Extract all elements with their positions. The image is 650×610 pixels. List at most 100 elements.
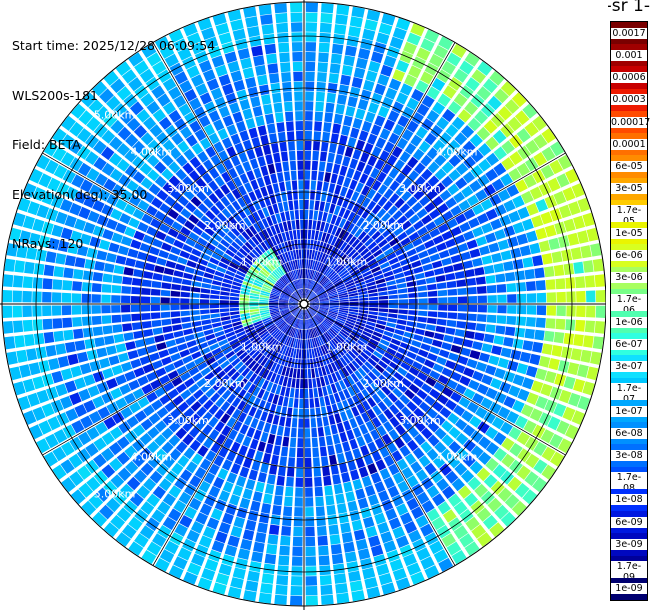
- ray-gate: [177, 140, 190, 153]
- ray-gate: [106, 401, 119, 415]
- ray-gate: [319, 575, 332, 586]
- ray-gate: [388, 343, 399, 351]
- ray-gate: [463, 208, 476, 220]
- ray-gate: [338, 292, 348, 297]
- ray-gate: [399, 394, 411, 405]
- ray-gate: [211, 317, 221, 323]
- ray-gate: [309, 328, 313, 339]
- ray-gate: [231, 408, 242, 420]
- ray-gate: [327, 152, 335, 163]
- ray-gate: [584, 320, 595, 333]
- ray-gate: [327, 363, 334, 374]
- ray-gate: [289, 298, 299, 303]
- ray-gate: [424, 330, 435, 338]
- ray-gate: [279, 265, 286, 274]
- ray-gate: [383, 141, 395, 153]
- ray-gate: [522, 377, 534, 390]
- ray-gate: [171, 462, 184, 476]
- ray-gate: [249, 301, 259, 304]
- colorbar-label: 1.7e-05: [611, 205, 647, 228]
- ray-gate: [189, 97, 202, 111]
- ray-gate: [453, 68, 469, 83]
- ray-gate: [477, 305, 487, 313]
- ray-gate: [300, 219, 304, 229]
- ray-gate: [116, 451, 130, 465]
- ray-gate: [561, 346, 573, 359]
- ray-gate: [52, 279, 63, 290]
- ray-gate: [378, 239, 388, 248]
- ray-gate: [230, 70, 243, 82]
- ray-gate: [480, 103, 495, 118]
- ray-gate: [438, 304, 448, 311]
- ray-gate: [413, 334, 424, 342]
- ray-gate: [277, 202, 284, 213]
- ray-gate: [516, 128, 531, 143]
- ray-gate: [154, 175, 167, 188]
- ray-gate: [288, 304, 299, 307]
- ray-gate: [295, 348, 299, 359]
- ray-gate: [377, 184, 388, 195]
- ray-gate: [381, 356, 391, 365]
- ray-gate: [324, 343, 332, 353]
- ray-gate: [360, 445, 370, 457]
- ray-gate: [77, 431, 92, 446]
- ray-gate: [362, 330, 372, 338]
- ray-gate: [210, 313, 220, 319]
- ray-gate: [93, 453, 107, 468]
- ray-gate: [279, 296, 289, 300]
- ray-gate: [213, 455, 225, 467]
- ray-gate: [291, 32, 303, 42]
- ray-gate: [140, 418, 153, 431]
- ray-gate: [260, 313, 271, 318]
- ray-gate: [304, 140, 312, 151]
- ray-gate: [217, 356, 227, 365]
- ray-gate: [132, 171, 146, 184]
- ray-gate: [53, 330, 64, 342]
- ray-gate: [111, 314, 122, 323]
- ray-gate: [289, 306, 299, 311]
- ray-gate: [388, 304, 399, 309]
- ray-gate: [226, 124, 238, 136]
- ray-gate: [146, 344, 158, 354]
- ray-gate: [379, 468, 391, 480]
- ray-gate: [491, 416, 505, 430]
- ray-gate: [348, 309, 359, 313]
- ray-gate: [141, 383, 153, 395]
- ray-gate: [214, 247, 225, 257]
- ray-gate: [442, 485, 456, 500]
- ray-gate: [294, 308, 301, 317]
- ray-gate: [222, 512, 234, 525]
- ray-gate: [252, 491, 263, 502]
- ray-gate: [329, 534, 341, 545]
- ray-gate: [400, 361, 411, 371]
- ray-gate: [304, 428, 311, 438]
- ray-gate: [304, 249, 307, 259]
- ray-gate: [146, 254, 158, 264]
- ray-gate: [360, 267, 371, 275]
- ray-gate: [81, 92, 97, 108]
- ray-gate: [322, 212, 328, 222]
- ray-gate: [24, 334, 35, 347]
- ray-gate: [234, 223, 244, 234]
- ray-gate: [594, 321, 605, 334]
- ray-gate: [489, 193, 502, 207]
- ray-gate: [36, 154, 51, 170]
- ray-gate: [142, 363, 154, 374]
- ray-gate: [364, 361, 374, 371]
- ray-gate: [295, 280, 299, 290]
- ray-gate: [190, 292, 200, 298]
- ray-gate: [464, 269, 475, 278]
- ray-gate: [326, 269, 334, 278]
- ray-gate: [346, 318, 356, 324]
- ray-gate: [529, 186, 543, 200]
- ray-gate: [203, 197, 214, 209]
- ray-gate: [17, 197, 31, 213]
- ray-gate: [429, 53, 444, 68]
- ray-gate: [156, 342, 167, 351]
- ray-gate: [88, 184, 102, 197]
- ray-gate: [159, 45, 175, 59]
- ray-gate: [366, 408, 377, 420]
- ray-gate: [173, 556, 188, 570]
- ray-gate: [381, 243, 391, 252]
- ray-gate: [456, 321, 467, 329]
